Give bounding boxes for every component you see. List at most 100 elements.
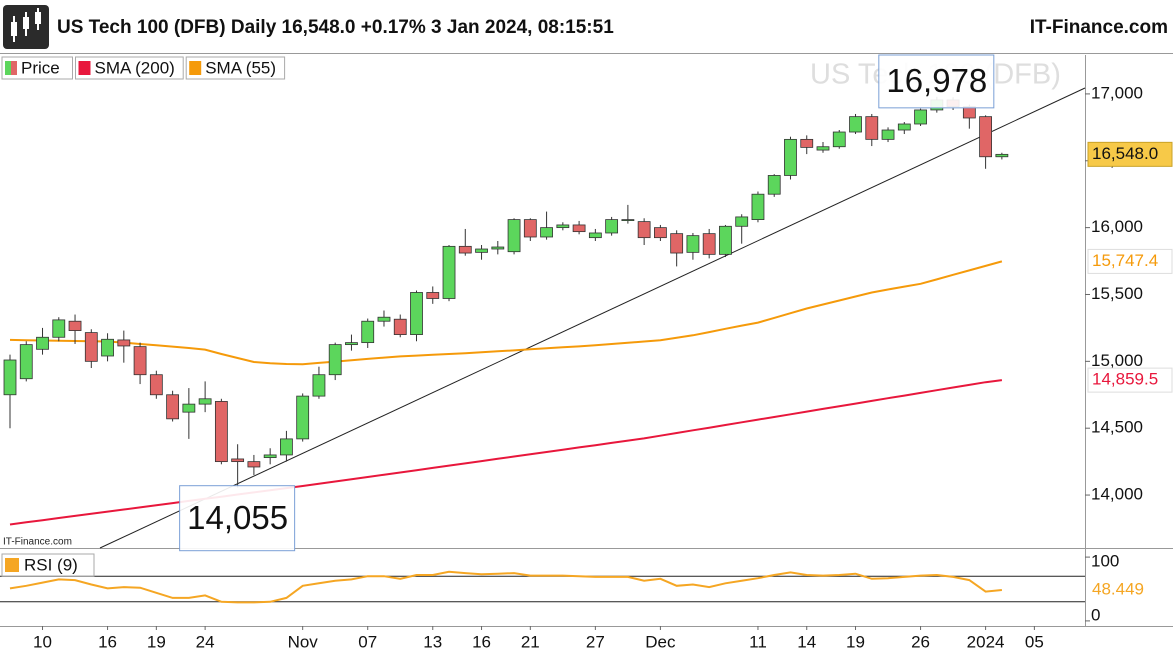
legend-swatch: [5, 558, 19, 572]
candle-body: [767, 175, 781, 195]
last-value-box: [1087, 367, 1173, 393]
candle-body: [312, 374, 326, 397]
candle-body: [523, 219, 537, 238]
x-tick-label: Dec: [645, 632, 676, 651]
candle-body: [475, 248, 488, 253]
candle-body: [458, 245, 472, 254]
candle-body: [881, 129, 895, 140]
annotation-label: 16,978: [886, 62, 987, 99]
legend-swatch: [78, 61, 91, 75]
candle-body: [702, 233, 716, 255]
candle-body: [686, 235, 700, 253]
candle-body: [36, 336, 49, 350]
logo-icon: [3, 5, 49, 49]
y-tick-label: 17,000: [1091, 83, 1143, 102]
x-tick-label: 05: [1025, 632, 1044, 651]
candle-body: [507, 219, 521, 253]
candle-body: [410, 292, 423, 335]
site-name: IT-Finance.com: [1030, 17, 1168, 38]
candle-body: [605, 219, 619, 234]
y-tick-label: 0: [1091, 605, 1100, 624]
rsi-line: [9, 570, 1002, 604]
candle-body: [133, 346, 147, 376]
candle-body: [897, 123, 911, 131]
source-label: IT-Finance.com: [3, 537, 72, 548]
candle-body: [540, 227, 553, 238]
candle-body: [117, 339, 131, 347]
legend-box: [1, 56, 73, 80]
candle-body: [84, 332, 98, 362]
candle-body: [68, 320, 82, 331]
candle-body: [442, 245, 456, 299]
last-value-box: [1087, 141, 1173, 167]
y-tick-label: 14,000: [1091, 485, 1143, 504]
legend-box: [1, 553, 95, 577]
x-tick-label: 19: [846, 632, 865, 651]
x-tick-label: 16: [472, 632, 491, 651]
candle-body: [588, 232, 602, 239]
candle-body: [735, 216, 749, 227]
candle-body: [654, 227, 667, 239]
candle-body: [800, 138, 814, 148]
legend-label: RSI (9): [24, 555, 78, 574]
candle-body: [296, 395, 310, 440]
candle-body: [101, 338, 114, 357]
candle-body: [426, 292, 440, 299]
chart-title: US Tech 100 (DFB) Daily 16,548.0 +0.17% …: [57, 17, 614, 38]
candle-body: [166, 394, 180, 420]
candle-body: [280, 438, 293, 456]
legend-label: Price: [21, 58, 60, 77]
candle-body: [572, 224, 586, 233]
candle-body: [979, 116, 992, 158]
y-tick-label: 14,500: [1091, 418, 1143, 437]
y-tick-label: 100: [1091, 551, 1119, 570]
legend-label: SMA (200): [95, 58, 175, 77]
legend-box: [185, 56, 286, 80]
x-tick-label: 16: [98, 632, 117, 651]
candle-body: [719, 225, 732, 255]
x-tick-label: 2024: [967, 632, 1005, 651]
candle-body: [914, 109, 927, 125]
x-tick-label: 13: [423, 632, 442, 651]
candle-body: [345, 342, 358, 346]
candle-body: [784, 138, 797, 176]
candle-body: [865, 116, 879, 140]
candle-body: [621, 219, 635, 222]
legend-swatch: [11, 61, 17, 75]
x-tick-label: 26: [911, 632, 930, 651]
x-tick-label: 21: [521, 632, 540, 651]
candle-body: [182, 403, 196, 413]
candle-body: [637, 221, 651, 239]
last-value-label: 14,859.5: [1092, 370, 1158, 389]
trend-line: [99, 87, 1086, 549]
legend-swatch: [189, 61, 202, 75]
plot-area: US Tech 100 (DFB)14,00014,50015,00015,50…: [0, 54, 1173, 651]
annotation-label: 14,055: [187, 499, 288, 536]
sma-line: [9, 379, 1003, 526]
candle-body: [816, 146, 830, 151]
x-tick-label: 27: [586, 632, 605, 651]
candle-body: [849, 116, 862, 133]
candle-body: [556, 224, 570, 229]
sma-line: [9, 260, 1003, 366]
candle-body: [832, 131, 846, 148]
candle-body: [52, 319, 66, 338]
x-tick-label: Nov: [288, 632, 319, 651]
last-value-label: 16,548.0: [1092, 144, 1158, 163]
x-tick-label: 11: [749, 632, 767, 651]
candle-body: [198, 398, 212, 405]
candle-body: [377, 316, 391, 322]
candle-body: [149, 374, 163, 396]
candle-body: [361, 320, 375, 344]
candle-body: [393, 318, 407, 335]
candle-body: [670, 233, 684, 254]
last-value-label: 15,747.4: [1092, 251, 1158, 270]
candle-body: [751, 193, 765, 221]
legend-box: [75, 56, 184, 80]
candle-body: [19, 344, 33, 380]
candle-body: [247, 461, 261, 468]
annotation-box: [179, 485, 296, 552]
x-tick-label: 24: [196, 632, 215, 651]
